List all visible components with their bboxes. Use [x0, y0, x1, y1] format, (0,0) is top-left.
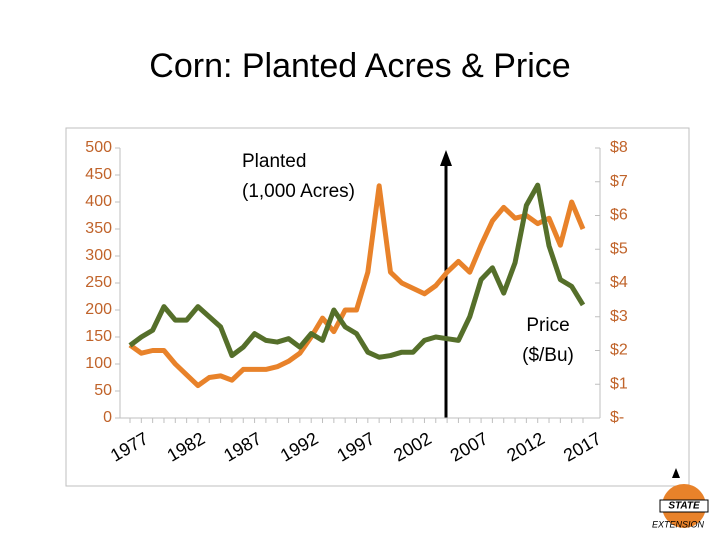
y-tick-label: 100 [85, 355, 112, 372]
y-tick-label: 50 [94, 382, 112, 399]
y2-tick-label: $3 [610, 308, 628, 325]
y-tick-label: 200 [85, 301, 112, 318]
x-tick-label: 2007 [447, 428, 492, 465]
y2-tick-label: $4 [610, 274, 628, 291]
y-tick-label: 350 [85, 220, 112, 237]
annotation: Price [526, 315, 569, 336]
x-tick-label: 1987 [220, 428, 265, 465]
y-tick-label: 250 [85, 274, 112, 291]
logo-mark [672, 468, 680, 478]
arrow-head [440, 150, 452, 166]
logo-band [659, 499, 709, 513]
x-tick-label: 1982 [164, 428, 209, 465]
logo: STATE EXTENSION [652, 468, 709, 529]
y-tick-label: 500 [85, 139, 112, 156]
logo-subtext: EXTENSION [652, 519, 705, 529]
x-tick-label: 2017 [560, 428, 605, 465]
annotation: Planted [242, 151, 306, 172]
series-line [128, 183, 586, 389]
y-tick-label: 400 [85, 193, 112, 210]
annotation: ($/Bu) [522, 345, 574, 366]
y2-tick-label: $5 [610, 240, 628, 257]
x-tick-label: 1977 [107, 428, 152, 465]
chart-title: Corn: Planted Acres & Price [149, 47, 570, 85]
x-tick-label: 2012 [503, 428, 548, 465]
y2-tick-label: $1 [610, 375, 628, 392]
x-tick-label: 1992 [277, 428, 322, 465]
plot-frame [65, 127, 690, 487]
y-tick-label: 300 [85, 247, 112, 264]
x-tick-label: 1997 [334, 428, 379, 465]
y2-tick-label: $8 [610, 139, 628, 156]
y2-tick-label: $- [610, 409, 624, 426]
x-tick-label: 2002 [390, 428, 435, 465]
y2-tick-label: $2 [610, 342, 628, 359]
y-tick-label: 0 [103, 409, 112, 426]
annotation: (1,000 Acres) [242, 181, 355, 202]
y-tick-label: 450 [85, 166, 112, 183]
y2-tick-label: $6 [610, 207, 628, 224]
y2-tick-label: $7 [610, 173, 628, 190]
y-tick-label: 150 [85, 328, 112, 345]
logo-text: STATE [668, 501, 700, 512]
series-line [128, 182, 586, 360]
